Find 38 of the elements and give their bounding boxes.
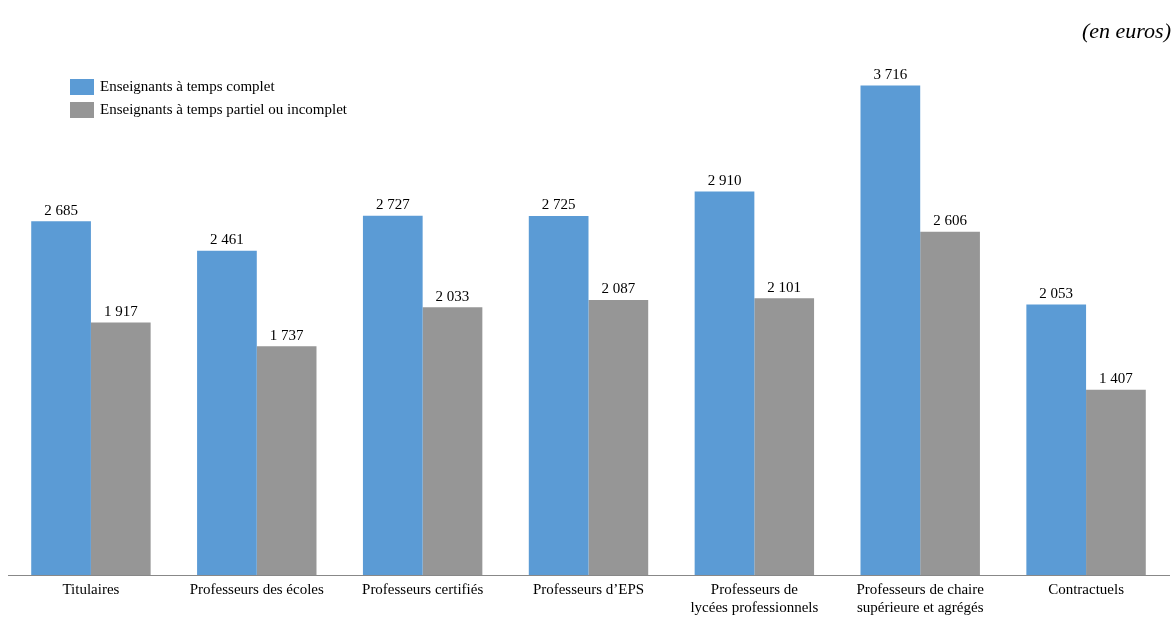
x-tick-label: Professeurs des écoles xyxy=(189,580,325,597)
bar xyxy=(422,307,483,575)
x-tick-label: Professeurs d’EPS xyxy=(532,580,645,597)
bar xyxy=(694,191,755,575)
bar xyxy=(1086,389,1146,575)
bar xyxy=(528,215,589,575)
bar xyxy=(920,231,980,575)
bar xyxy=(90,322,151,575)
legend-label: Enseignants à temps complet xyxy=(100,78,275,95)
text: (en euros) xyxy=(1082,18,1171,44)
data-label: 1 737 xyxy=(269,326,305,343)
data-label: 2 053 xyxy=(1039,284,1074,301)
bar xyxy=(1026,304,1087,575)
data-label: 2 101 xyxy=(767,278,802,295)
data-label: 3 716 xyxy=(873,65,908,82)
data-label: 2 033 xyxy=(435,287,470,304)
data-label: 1 407 xyxy=(1099,370,1134,387)
bar xyxy=(197,250,257,575)
bar xyxy=(31,221,91,575)
bar xyxy=(362,215,423,575)
data-label: 2 087 xyxy=(601,280,636,297)
bar xyxy=(754,298,815,575)
legend-label: Enseignants à temps partiel ou incomplet xyxy=(100,101,348,118)
bar xyxy=(588,300,649,575)
x-tick-label: Professeurs de chaire supérieure et agrégés xyxy=(856,580,985,615)
data-label: 2 727 xyxy=(375,196,411,213)
data-label: 2 461 xyxy=(210,231,244,248)
x-tick-label: Titulaires xyxy=(62,580,120,597)
data-label: 1 917 xyxy=(103,302,139,319)
x-tick-label: Contractuels xyxy=(1048,580,1125,597)
x-tick-label: Professeurs de lycées professionnels xyxy=(690,580,819,615)
x-tick-label: Professeurs certifiés xyxy=(362,580,484,597)
data-label: 2 606 xyxy=(933,212,968,229)
data-label: 2 725 xyxy=(541,196,576,213)
data-label: 2 685 xyxy=(44,201,78,218)
bar xyxy=(860,85,921,575)
data-label: 2 910 xyxy=(707,172,742,189)
bar xyxy=(256,346,317,575)
